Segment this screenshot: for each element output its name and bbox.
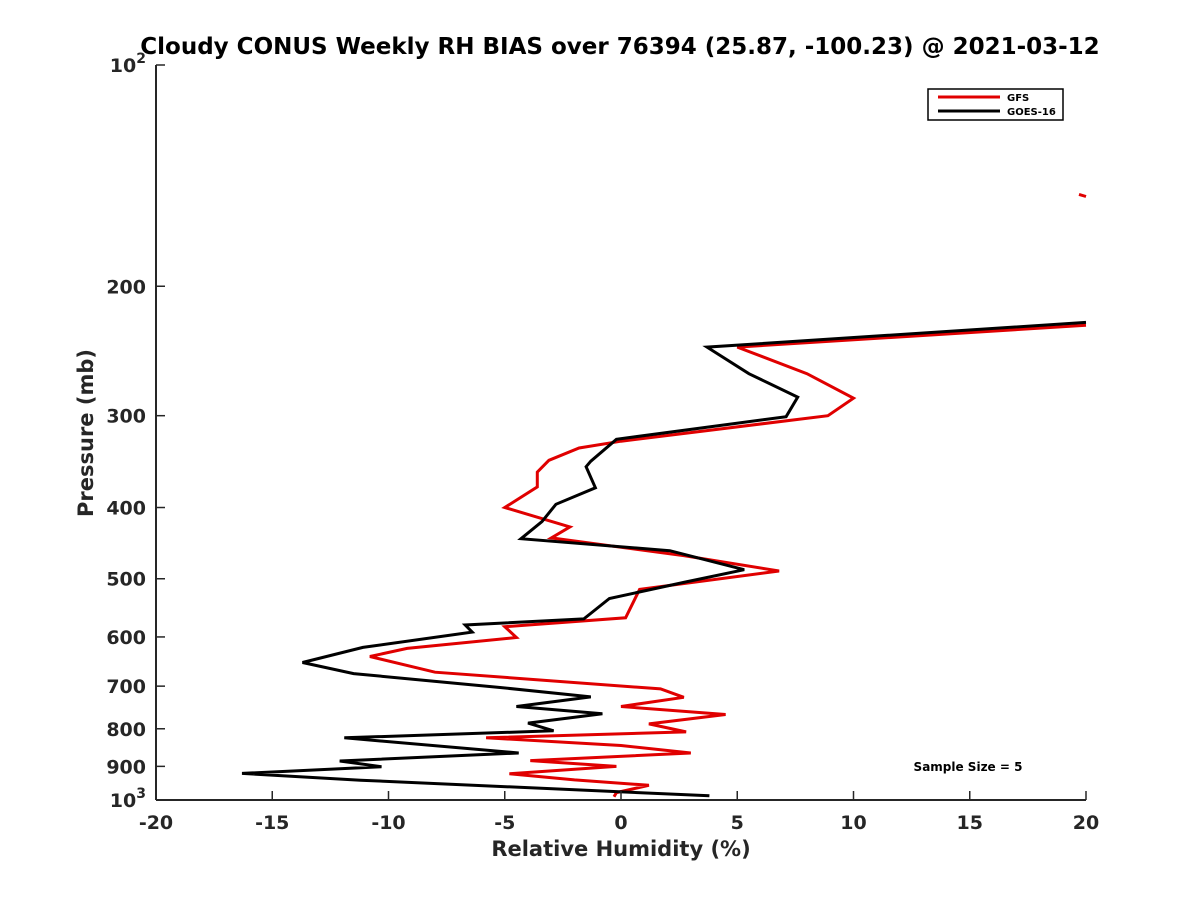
y-axis-label: Pressure (mb) [74, 349, 98, 517]
y-tick-label: 400 [106, 498, 146, 520]
y-tick-label: 103 [110, 786, 146, 812]
gfs-line-segment-0 [1078, 192, 1087, 198]
legend-label-goes-16: GOES-16 [1007, 107, 1056, 118]
legend: GFS GOES-16 [927, 88, 1064, 121]
x-tick-label: 20 [1073, 812, 1099, 834]
x-tick-label: 15 [957, 812, 983, 834]
legend-label-gfs: GFS [1007, 93, 1029, 104]
chart-title: Cloudy CONUS Weekly RH BIAS over 76394 (… [140, 34, 1099, 60]
legend-box [927, 88, 1064, 121]
gfs-line-segment-1 [369, 323, 1087, 798]
y-tick-label: 800 [106, 719, 146, 741]
x-tick-label: -20 [139, 812, 173, 834]
x-tick-label: 5 [731, 812, 744, 834]
x-tick-label: -15 [255, 812, 289, 834]
y-tick-label: 102 [110, 51, 146, 77]
x-tick-label: -5 [494, 812, 515, 834]
plot-area: -20 -15 -10 -5 0 5 10 15 20 102 200 300 400 500 600 700… [106, 51, 1099, 834]
sample-size-annotation: Sample Size = 5 [914, 760, 1023, 774]
y-tick-label: 700 [106, 676, 146, 698]
x-tick-label: 0 [614, 812, 627, 834]
series-layer [241, 192, 1087, 798]
x-axis-label: Relative Humidity (%) [491, 837, 750, 861]
y-tick-label: 200 [106, 276, 146, 298]
y-tick-label: 900 [106, 756, 146, 778]
axes-layer: -20 -15 -10 -5 0 5 10 15 20 102 200 300 400 500 600 700… [106, 51, 1099, 834]
x-tick-label: 10 [840, 812, 866, 834]
goes-16-line-segment-0 [241, 320, 1087, 798]
y-tick-label: 500 [106, 569, 146, 591]
x-tick-label: -10 [371, 812, 405, 834]
y-tick-label: 300 [106, 406, 146, 428]
y-tick-label: 600 [106, 627, 146, 649]
